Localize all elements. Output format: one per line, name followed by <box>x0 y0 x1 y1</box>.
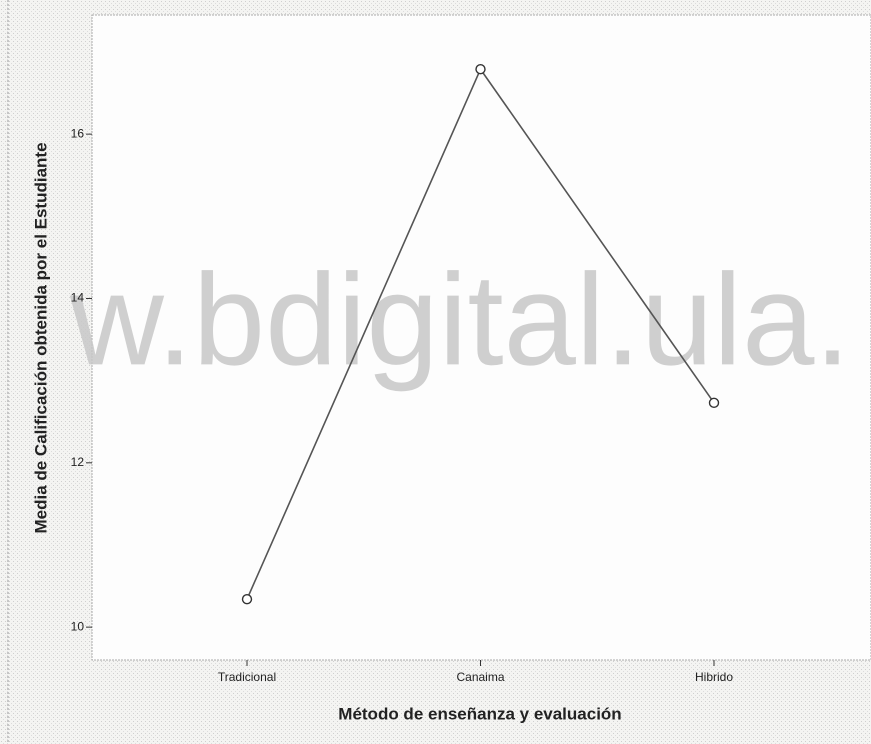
x-tick-label: Tradicional <box>218 670 276 684</box>
x-axis-label: Método de enseñanza y evaluación <box>338 704 621 723</box>
y-axis-label: Media de Calificación obtenida por el Es… <box>31 142 50 533</box>
watermark: w.bdigital.ula. <box>69 246 851 392</box>
point <box>241 593 253 605</box>
point <box>475 64 486 75</box>
y-tick-label: 10 <box>71 619 85 633</box>
point <box>708 397 720 409</box>
y-tick-label: 12 <box>71 455 85 469</box>
x-tick-label: Hibrido <box>695 670 733 684</box>
x-tick-label: Canaima <box>456 670 504 684</box>
y-tick-label: 14 <box>71 291 85 305</box>
plot-area <box>91 14 871 661</box>
y-tick-label: 16 <box>71 126 85 140</box>
